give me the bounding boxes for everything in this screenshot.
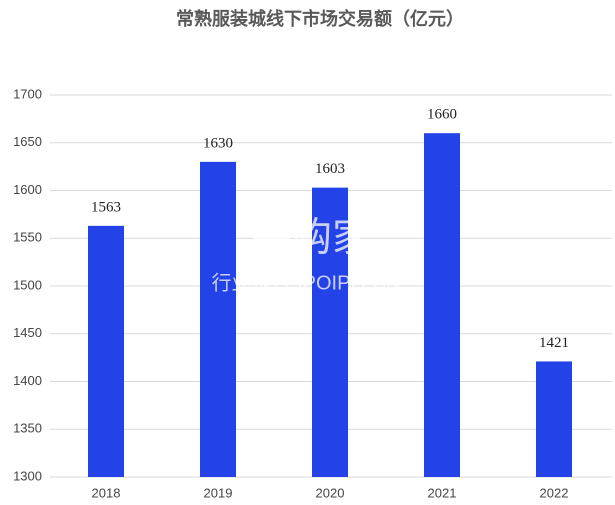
y-tick-label: 1500 bbox=[13, 277, 42, 292]
bar bbox=[536, 361, 572, 477]
y-tick-label: 1700 bbox=[13, 86, 42, 101]
bar bbox=[200, 161, 236, 477]
x-tick-label: 2019 bbox=[204, 485, 233, 500]
y-tick-label: 1350 bbox=[13, 421, 42, 436]
value-label: 1603 bbox=[315, 161, 345, 177]
bar bbox=[424, 133, 460, 477]
y-tick-label: 1650 bbox=[13, 134, 42, 149]
y-tick-label: 1300 bbox=[13, 468, 42, 483]
value-label: 1630 bbox=[203, 135, 233, 151]
value-label: 1563 bbox=[91, 199, 121, 215]
watermark: 并购家 bbox=[252, 216, 372, 260]
x-tick-label: 2018 bbox=[92, 485, 121, 500]
y-tick-label: 1600 bbox=[13, 182, 42, 197]
y-tick-label: 1550 bbox=[13, 230, 42, 245]
x-tick-label: 2020 bbox=[316, 485, 345, 500]
bar bbox=[88, 225, 124, 477]
y-tick-label: 1400 bbox=[13, 373, 42, 388]
bar bbox=[312, 187, 348, 477]
chart-title: 常熟服装城线下市场交易额（亿元） bbox=[176, 8, 464, 29]
x-tick-label: 2021 bbox=[428, 485, 457, 500]
value-label: 1660 bbox=[427, 107, 457, 123]
watermark: 行业报告 IPOIPO.CN bbox=[212, 271, 401, 294]
value-label: 1421 bbox=[539, 335, 569, 351]
y-tick-label: 1450 bbox=[13, 325, 42, 340]
x-tick-label: 2022 bbox=[540, 485, 569, 500]
